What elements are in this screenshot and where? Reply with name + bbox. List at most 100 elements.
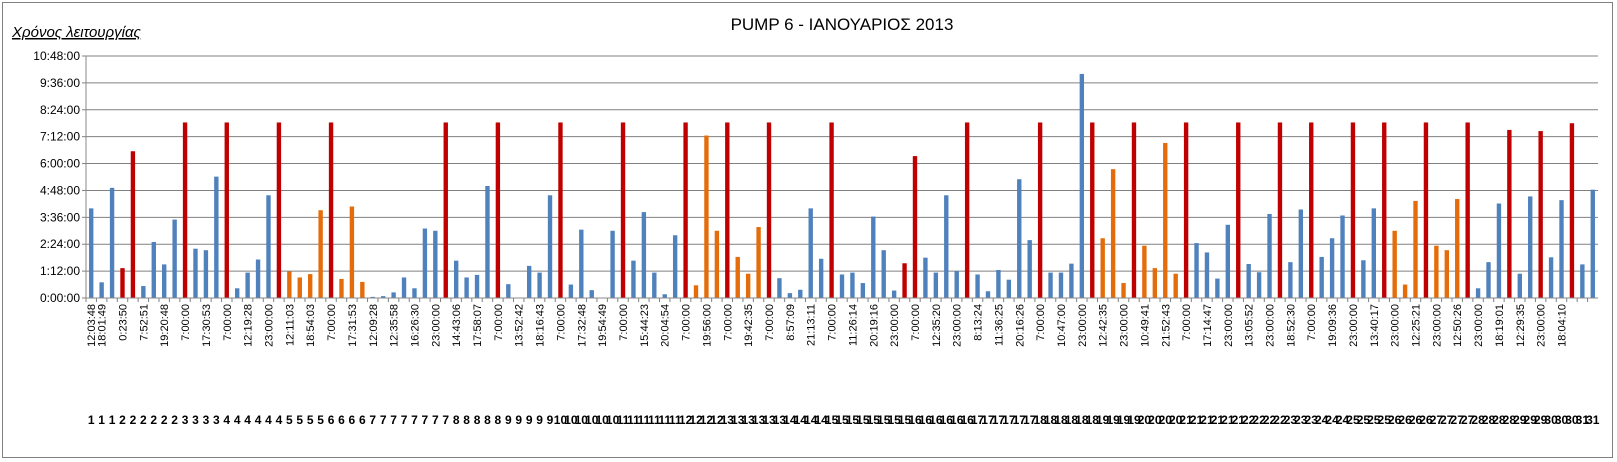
day-label: 30	[1555, 413, 1569, 427]
x-tick-label: 17:30:53	[201, 304, 213, 347]
day-label: 16	[950, 413, 964, 427]
x-tick-label: 11:26:14	[847, 304, 859, 346]
x-tick-label: 12:29:35	[1515, 304, 1527, 347]
x-tick-label: 12:35:20	[931, 304, 943, 347]
x-tick-label: 19:56:00	[701, 304, 713, 347]
bar	[1100, 238, 1105, 298]
x-tick-label: 7:00:00	[722, 304, 734, 341]
x-tick-label: 7:52:51	[138, 304, 150, 341]
day-label: 7	[442, 413, 449, 427]
x-tick-label: 0:23:50	[117, 304, 129, 341]
bar	[1423, 122, 1429, 298]
bar	[318, 210, 323, 298]
x-tick-label: 23:00:00	[1223, 304, 1235, 347]
bar	[1559, 200, 1564, 298]
bar	[985, 291, 991, 298]
bar	[1058, 272, 1064, 298]
bar	[193, 248, 198, 298]
x-tick-label: 7:00:00	[555, 304, 567, 341]
bar	[1528, 196, 1533, 298]
day-label: 19	[1106, 413, 1120, 427]
bar	[1152, 268, 1158, 298]
bar	[1225, 224, 1231, 298]
x-tick-label: 7:00:00	[1181, 304, 1193, 341]
x-tick-label: 12:50:26	[1452, 304, 1464, 347]
day-label: 15	[867, 413, 881, 427]
bar	[276, 122, 282, 298]
bar	[620, 122, 626, 298]
bar	[579, 229, 584, 298]
day-label: 22	[1252, 413, 1266, 427]
day-label: 31	[1586, 413, 1600, 427]
bar	[808, 208, 813, 298]
day-label: 17	[981, 413, 995, 427]
bar	[902, 263, 907, 298]
x-tick-label: 18:16:43	[535, 304, 547, 347]
day-label: 24	[1336, 413, 1350, 427]
bar	[933, 272, 939, 298]
day-label: 15	[877, 413, 891, 427]
bar	[964, 122, 970, 298]
bar	[141, 286, 146, 298]
day-label: 25	[1346, 413, 1360, 427]
x-tick-label: 23:00:00	[1390, 304, 1402, 347]
day-label: 7	[369, 413, 376, 427]
bar	[1569, 123, 1575, 298]
bar	[745, 273, 751, 298]
day-label: 9	[505, 413, 512, 427]
bar	[787, 293, 793, 298]
day-label: 28	[1471, 413, 1485, 427]
bar	[798, 289, 803, 298]
y-tick-labels: 0:00:00 1:12:00 2:24:00 3:36:00 4:48:00 6:00:…	[33, 49, 80, 305]
day-label: 11	[658, 413, 671, 427]
day-label: 29	[1524, 413, 1538, 427]
bar	[1110, 169, 1116, 298]
bar	[766, 122, 772, 298]
bar	[1455, 199, 1460, 298]
x-tick-label: 21:13:11	[806, 304, 818, 346]
day-label: 8	[484, 413, 491, 427]
bar	[839, 274, 845, 298]
day-label: 19	[1127, 413, 1141, 427]
bar	[1309, 122, 1314, 298]
day-label: 1	[109, 413, 116, 427]
day-label: 5	[307, 413, 314, 427]
day-label: 28	[1492, 413, 1506, 427]
day-label: 26	[1388, 413, 1402, 427]
bar	[1382, 122, 1387, 298]
bar	[224, 122, 229, 298]
bar	[172, 219, 177, 298]
bar	[1350, 122, 1356, 298]
day-label: 21	[1232, 413, 1246, 427]
x-tick-label: 12:09:28	[368, 304, 380, 347]
bar	[485, 185, 490, 298]
day-label: 9	[547, 413, 554, 427]
x-tick-label: 20:19:16	[868, 304, 880, 347]
bar	[328, 122, 334, 298]
day-label: 30	[1565, 413, 1579, 427]
day-label: 9	[515, 413, 522, 427]
day-label: 10	[575, 413, 589, 427]
x-tick-label: 12:35:58	[389, 304, 401, 347]
x-tick-label: 7:00:00	[326, 304, 338, 341]
x-tick-label: 20:16:26	[1014, 304, 1026, 347]
x-tick-label: 12:42:35	[1098, 304, 1110, 347]
y-tick-label: 10:48:00	[33, 49, 80, 63]
y-axis-label: Χρόνος λειτουργίας	[11, 24, 142, 41]
day-label: 19	[1096, 413, 1110, 427]
x-tick-label: 18:52:30	[1285, 304, 1297, 347]
day-label: 14	[783, 413, 797, 427]
x-tick-label: 23:00:00	[1119, 304, 1131, 347]
day-label: 4	[265, 413, 272, 427]
day-label: 11	[627, 413, 640, 427]
day-label: 31	[1576, 413, 1590, 427]
day-label: 28	[1482, 413, 1496, 427]
day-label: 5	[286, 413, 293, 427]
bar	[255, 259, 261, 298]
bar	[996, 269, 1001, 298]
bar	[818, 258, 824, 298]
bar	[683, 122, 688, 298]
day-label: 4	[234, 413, 241, 427]
day-label: 26	[1398, 413, 1412, 427]
bar	[1079, 73, 1085, 298]
